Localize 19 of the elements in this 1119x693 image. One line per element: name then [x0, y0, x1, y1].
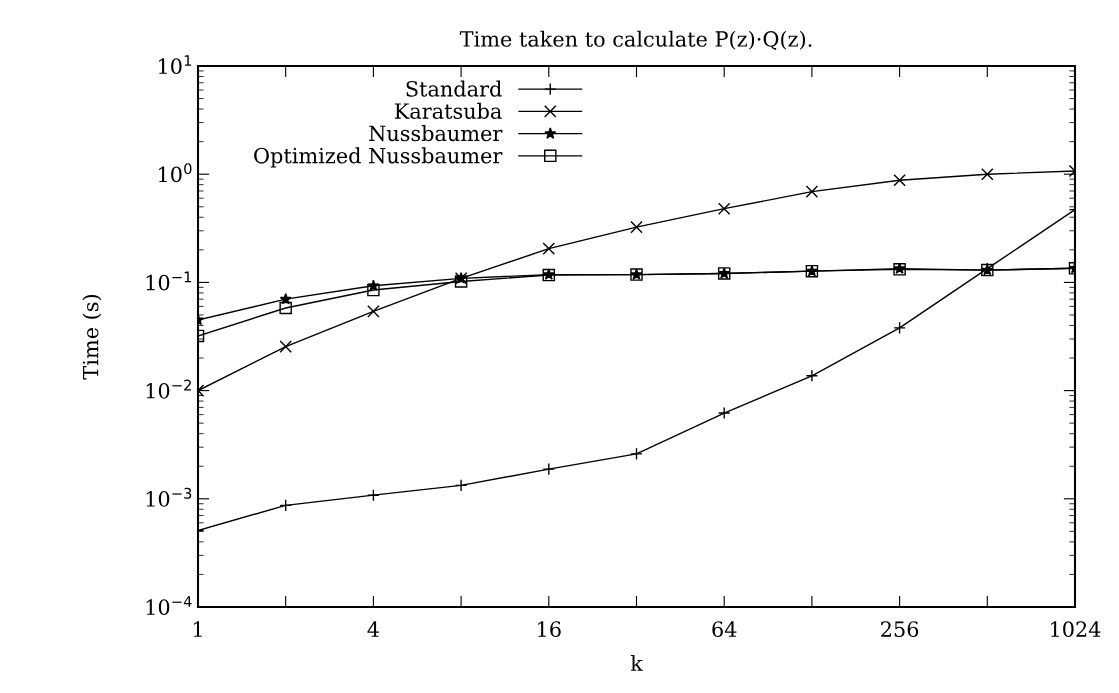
y-tick-label: 10$^{−2}$: [146, 379, 191, 399]
x-tick-label: 64: [712, 621, 737, 638]
y-tick-label: 10$^{1}$: [159, 55, 192, 75]
x-tick-label: 1: [193, 621, 202, 637]
x-tick-label: 1024: [1051, 621, 1101, 638]
legend-label: Optimized Nussbaumer: [254, 147, 503, 168]
y-tick-label: 10$^{0}$: [159, 163, 192, 183]
y-tick-label: 10$^{−4}$: [146, 596, 192, 616]
chart-title: Time taken to calculate P(z)·Q(z).: [459, 30, 812, 50]
y-tick-label: 10$^{−3}$: [146, 487, 192, 507]
y-axis-title: Time (s): [82, 295, 102, 380]
x-tick-label: 16: [538, 621, 561, 638]
x-tick-label: 4: [367, 621, 379, 637]
legend-label: Karatsuba: [394, 102, 502, 119]
x-axis-title: k: [630, 654, 643, 671]
legend-label: Standard: [406, 80, 502, 97]
y-tick-label: 10$^{−1}$: [146, 271, 192, 291]
x-tick-label: 256: [881, 621, 919, 638]
legend-label: Nussbaumer: [369, 125, 503, 142]
